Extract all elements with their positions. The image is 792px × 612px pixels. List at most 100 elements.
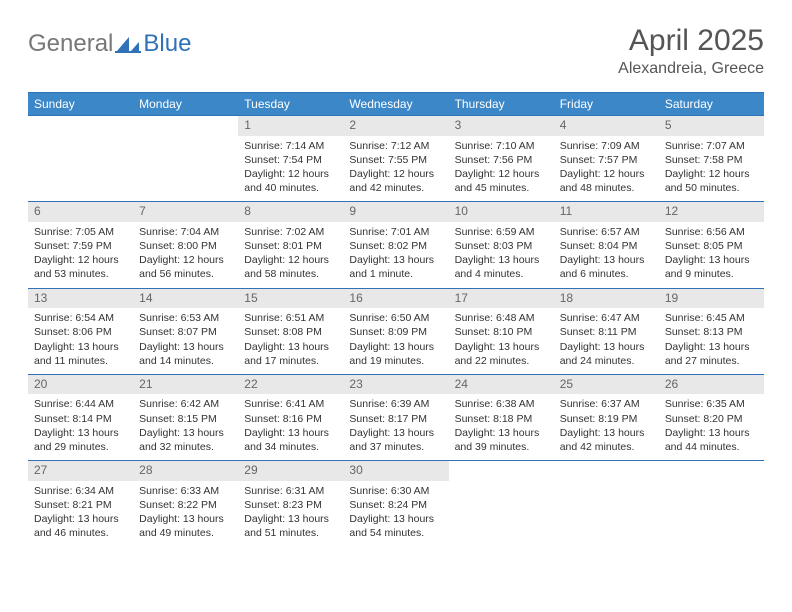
day-info-line: Sunrise: 6:37 AM	[560, 397, 653, 411]
day-info-line: Sunset: 7:54 PM	[244, 153, 337, 167]
day-info-line: Sunset: 8:22 PM	[139, 498, 232, 512]
day-info-line: Daylight: 13 hours	[139, 340, 232, 354]
day-info-line: and 22 minutes.	[455, 354, 548, 368]
day-content: Sunrise: 7:05 AMSunset: 7:59 PMDaylight:…	[28, 222, 133, 288]
day-info-line: Sunrise: 6:31 AM	[244, 484, 337, 498]
day-number: 12	[659, 202, 764, 222]
day-content: Sunrise: 7:07 AMSunset: 7:58 PMDaylight:…	[659, 136, 764, 202]
calendar-day-cell: 15Sunrise: 6:51 AMSunset: 8:08 PMDayligh…	[238, 288, 343, 374]
day-info-line: Daylight: 13 hours	[139, 426, 232, 440]
day-info-line: Sunset: 8:06 PM	[34, 325, 127, 339]
day-number: 25	[554, 375, 659, 395]
logo-text-general: General	[28, 30, 113, 58]
calendar-day-cell: 18Sunrise: 6:47 AMSunset: 8:11 PMDayligh…	[554, 288, 659, 374]
day-content: Sunrise: 6:51 AMSunset: 8:08 PMDaylight:…	[238, 308, 343, 374]
day-info-line: Sunset: 8:13 PM	[665, 325, 758, 339]
day-info-line: Sunset: 8:19 PM	[560, 412, 653, 426]
day-info-line: Daylight: 13 hours	[455, 340, 548, 354]
day-content: Sunrise: 6:54 AMSunset: 8:06 PMDaylight:…	[28, 308, 133, 374]
day-content: Sunrise: 7:12 AMSunset: 7:55 PMDaylight:…	[343, 136, 448, 202]
day-number: 28	[133, 461, 238, 481]
calendar-day-cell: 30Sunrise: 6:30 AMSunset: 8:24 PMDayligh…	[343, 461, 448, 547]
day-info-line: Daylight: 13 hours	[455, 426, 548, 440]
calendar-body: 1Sunrise: 7:14 AMSunset: 7:54 PMDaylight…	[28, 116, 764, 547]
day-info-line: Sunrise: 7:05 AM	[34, 225, 127, 239]
calendar-day-cell: 28Sunrise: 6:33 AMSunset: 8:22 PMDayligh…	[133, 461, 238, 547]
day-number: 6	[28, 202, 133, 222]
calendar-day-cell: 20Sunrise: 6:44 AMSunset: 8:14 PMDayligh…	[28, 374, 133, 460]
day-number: 17	[449, 289, 554, 309]
day-info-line: and 51 minutes.	[244, 526, 337, 540]
day-number: 19	[659, 289, 764, 309]
day-info-line: Daylight: 13 hours	[560, 340, 653, 354]
day-content: Sunrise: 6:34 AMSunset: 8:21 PMDaylight:…	[28, 481, 133, 547]
day-info-line: Daylight: 13 hours	[34, 426, 127, 440]
weekday-header: Monday	[133, 93, 238, 116]
day-info-line: Sunset: 8:00 PM	[139, 239, 232, 253]
day-content: Sunrise: 6:47 AMSunset: 8:11 PMDaylight:…	[554, 308, 659, 374]
day-info-line: and 48 minutes.	[560, 181, 653, 195]
calendar-day-cell: 3Sunrise: 7:10 AMSunset: 7:56 PMDaylight…	[449, 116, 554, 202]
day-info-line: and 40 minutes.	[244, 181, 337, 195]
day-info-line: Sunset: 8:18 PM	[455, 412, 548, 426]
calendar-day-cell: 9Sunrise: 7:01 AMSunset: 8:02 PMDaylight…	[343, 202, 448, 288]
day-number: 23	[343, 375, 448, 395]
day-info-line: Sunset: 8:16 PM	[244, 412, 337, 426]
day-info-line: Sunset: 8:15 PM	[139, 412, 232, 426]
day-info-line: Sunrise: 6:38 AM	[455, 397, 548, 411]
title-block: April 2025 Alexandreia, Greece	[618, 24, 764, 78]
calendar-day-cell: 22Sunrise: 6:41 AMSunset: 8:16 PMDayligh…	[238, 374, 343, 460]
day-number: 9	[343, 202, 448, 222]
day-info-line: Sunset: 8:01 PM	[244, 239, 337, 253]
day-info-line: and 54 minutes.	[349, 526, 442, 540]
day-info-line: and 56 minutes.	[139, 267, 232, 281]
day-info-line: Sunrise: 6:30 AM	[349, 484, 442, 498]
day-info-line: Sunrise: 7:02 AM	[244, 225, 337, 239]
day-info-line: Sunset: 8:17 PM	[349, 412, 442, 426]
day-number: 15	[238, 289, 343, 309]
calendar-day-cell: 4Sunrise: 7:09 AMSunset: 7:57 PMDaylight…	[554, 116, 659, 202]
day-content: Sunrise: 6:50 AMSunset: 8:09 PMDaylight:…	[343, 308, 448, 374]
day-content: Sunrise: 6:33 AMSunset: 8:22 PMDaylight:…	[133, 481, 238, 547]
day-info-line: Sunset: 8:05 PM	[665, 239, 758, 253]
day-content: Sunrise: 7:02 AMSunset: 8:01 PMDaylight:…	[238, 222, 343, 288]
weekday-header: Friday	[554, 93, 659, 116]
day-info-line: Sunset: 8:09 PM	[349, 325, 442, 339]
day-info-line: Sunset: 8:24 PM	[349, 498, 442, 512]
day-number: 26	[659, 375, 764, 395]
calendar-week-row: 6Sunrise: 7:05 AMSunset: 7:59 PMDaylight…	[28, 202, 764, 288]
weekday-header: Sunday	[28, 93, 133, 116]
day-info-line: Daylight: 12 hours	[455, 167, 548, 181]
day-info-line: and 14 minutes.	[139, 354, 232, 368]
day-number: 21	[133, 375, 238, 395]
calendar-day-cell: 10Sunrise: 6:59 AMSunset: 8:03 PMDayligh…	[449, 202, 554, 288]
day-info-line: and 29 minutes.	[34, 440, 127, 454]
calendar-day-cell: 14Sunrise: 6:53 AMSunset: 8:07 PMDayligh…	[133, 288, 238, 374]
calendar-week-row: 1Sunrise: 7:14 AMSunset: 7:54 PMDaylight…	[28, 116, 764, 202]
day-number: 22	[238, 375, 343, 395]
weekday-header: Thursday	[449, 93, 554, 116]
calendar-week-row: 20Sunrise: 6:44 AMSunset: 8:14 PMDayligh…	[28, 374, 764, 460]
day-info-line: Daylight: 12 hours	[34, 253, 127, 267]
calendar-day-cell: 24 Sunrise: 6:38 AMSunset: 8:18 PMDayligh…	[449, 374, 554, 460]
day-info-line: Sunrise: 6:50 AM	[349, 311, 442, 325]
day-info-line: Sunset: 7:55 PM	[349, 153, 442, 167]
day-info-line: Sunrise: 6:57 AM	[560, 225, 653, 239]
day-number: 24	[449, 375, 554, 395]
page-header: General Blue April 2025 Alexandreia, Gre…	[28, 24, 764, 78]
day-info-line: Sunrise: 7:14 AM	[244, 139, 337, 153]
day-content: Sunrise: 6:59 AMSunset: 8:03 PMDaylight:…	[449, 222, 554, 288]
day-info-line: Daylight: 13 hours	[560, 253, 653, 267]
day-info-line: Sunrise: 6:44 AM	[34, 397, 127, 411]
day-content: Sunrise: 7:09 AMSunset: 7:57 PMDaylight:…	[554, 136, 659, 202]
day-content: Sunrise: 6:31 AMSunset: 8:23 PMDaylight:…	[238, 481, 343, 547]
day-info-line: Daylight: 13 hours	[560, 426, 653, 440]
calendar-day-cell: 17Sunrise: 6:48 AMSunset: 8:10 PMDayligh…	[449, 288, 554, 374]
day-info-line: Daylight: 12 hours	[244, 253, 337, 267]
day-info-line: Daylight: 12 hours	[349, 167, 442, 181]
day-info-line: Sunset: 8:04 PM	[560, 239, 653, 253]
day-info-line: Sunrise: 7:07 AM	[665, 139, 758, 153]
calendar-day-cell: 12Sunrise: 6:56 AMSunset: 8:05 PMDayligh…	[659, 202, 764, 288]
calendar-day-cell	[449, 461, 554, 547]
calendar-page: General Blue April 2025 Alexandreia, Gre…	[0, 0, 792, 570]
